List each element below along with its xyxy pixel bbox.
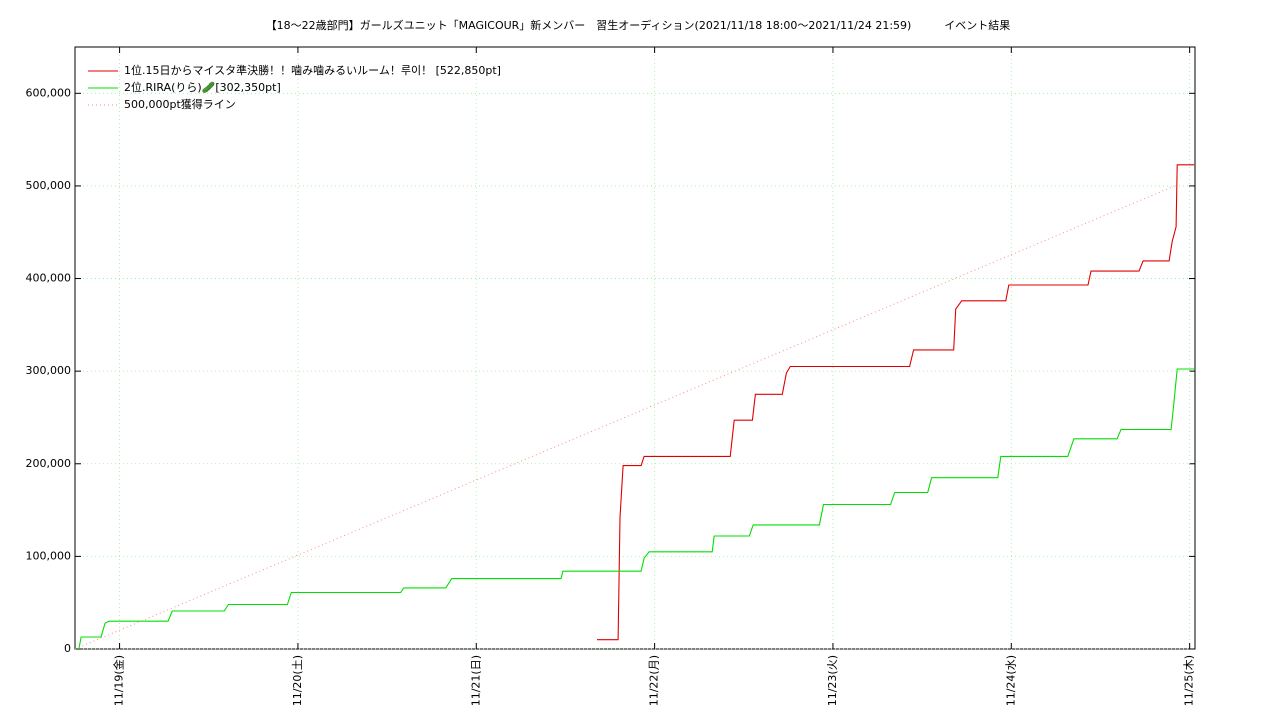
y-tick-label: 500,000 <box>26 179 72 192</box>
data-line <box>78 368 1195 650</box>
data-line <box>597 164 1195 641</box>
y-tick-label: 300,000 <box>26 364 72 377</box>
y-tick-label: 100,000 <box>26 549 72 562</box>
legend-label: 500,000pt獲得ライン <box>124 98 236 111</box>
y-tick-label: 0 <box>64 642 71 655</box>
legend-label: 1位.15日からマイスタ準決勝！！噛み噛みるいルーム！루이！ [522,850p… <box>124 63 501 77</box>
chart-title: 【18〜22歳部門】ガールズユニット「MAGICOUR」新メンバー 習生オーディ… <box>266 18 1011 32</box>
legend-label: 2位.RIRA(りら)🥒[302,350pt] <box>124 80 281 94</box>
plot-frame <box>74 46 1196 650</box>
x-tick-label: 11/19(金) <box>112 655 126 706</box>
x-tick-label: 11/20(土) <box>291 655 304 706</box>
data-line <box>74 185 1175 650</box>
x-tick-label: 11/22(月) <box>648 655 661 706</box>
x-tick-label: 11/23(火) <box>826 655 839 706</box>
x-tick-label: 11/24(水) <box>1004 655 1017 706</box>
x-tick-label: 11/21(日) <box>469 655 482 706</box>
y-tick-label: 400,000 <box>26 272 72 285</box>
y-tick-label: 600,000 <box>26 86 72 99</box>
y-tick-label: 200,000 <box>26 457 72 470</box>
x-tick-label: 11/25(木) <box>1183 655 1196 706</box>
